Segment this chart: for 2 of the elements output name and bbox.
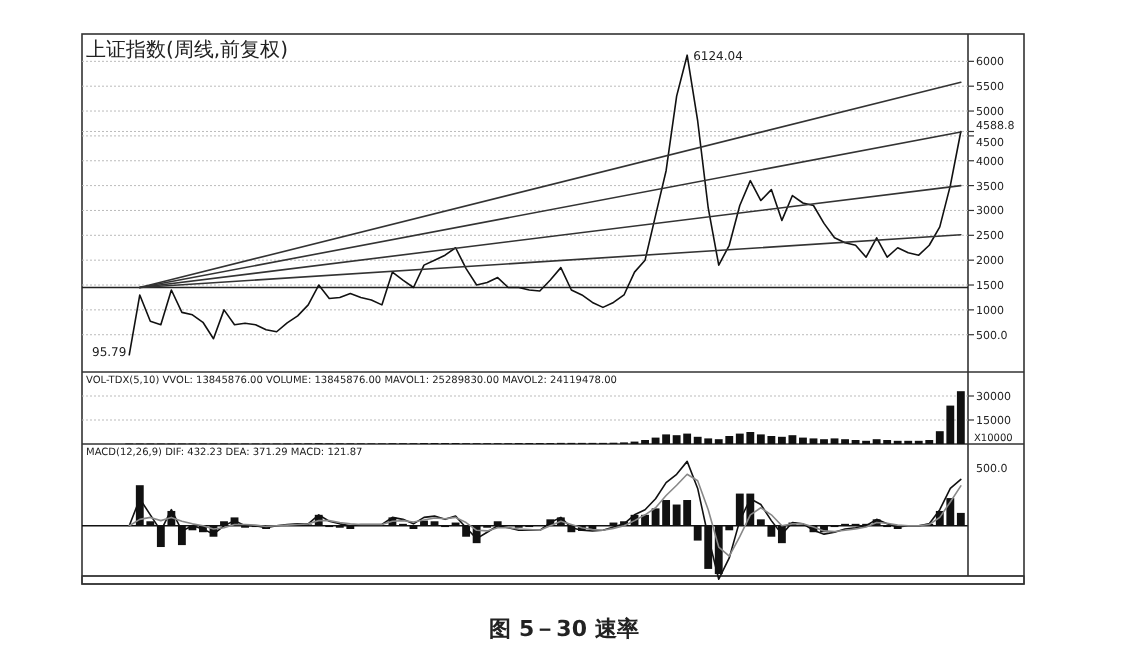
caption: 图 5－30 速率 — [489, 616, 639, 642]
chart-title: 上证指数(周线,前复权) — [86, 38, 289, 62]
